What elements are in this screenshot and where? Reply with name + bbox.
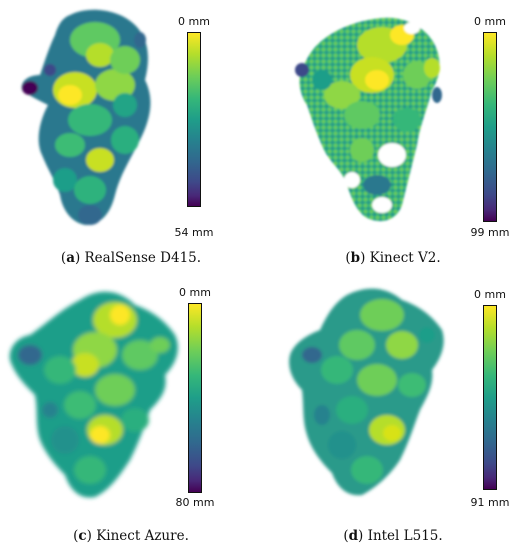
colorbar-min-label: 0 mm <box>474 288 506 301</box>
figure-caption: (c) Kinect Azure. <box>73 528 189 544</box>
depth-map-image <box>295 17 442 222</box>
colorbar-max-label: 99 mm <box>470 226 510 239</box>
colorbar-max-label: 80 mm <box>175 496 215 509</box>
colorbar-min-label: 0 mm <box>178 15 210 28</box>
depth-map-image <box>289 288 444 496</box>
panel-realsense-d415: 0 mm 54 mm (a) RealSense D415. <box>0 0 262 275</box>
colorbar <box>483 32 497 222</box>
panel-intel-l515: 0 mm 91 mm (d) Intel L515. <box>262 275 524 550</box>
colorbar-min-label: 0 mm <box>474 15 506 28</box>
colorbar-min-label: 0 mm <box>179 286 211 299</box>
depth-map-image <box>9 291 178 498</box>
panel-kinect-azure: 0 mm 80 mm (c) Kinect Azure. <box>0 275 262 550</box>
colorbar-max-label: 54 mm <box>174 226 214 239</box>
colorbar <box>188 303 202 493</box>
figure-caption: (a) RealSense D415. <box>60 250 202 266</box>
panel-kinect-v2: 0 mm 99 mm (b) Kinect V2. <box>262 0 524 275</box>
figure-caption: (b) Kinect V2. <box>345 250 441 266</box>
depth-map-image <box>21 9 151 225</box>
colorbar-max-label: 91 mm <box>470 496 510 509</box>
colorbar <box>187 32 201 207</box>
figure-caption: (d) Intel L515. <box>343 528 443 544</box>
colorbar <box>483 305 497 490</box>
